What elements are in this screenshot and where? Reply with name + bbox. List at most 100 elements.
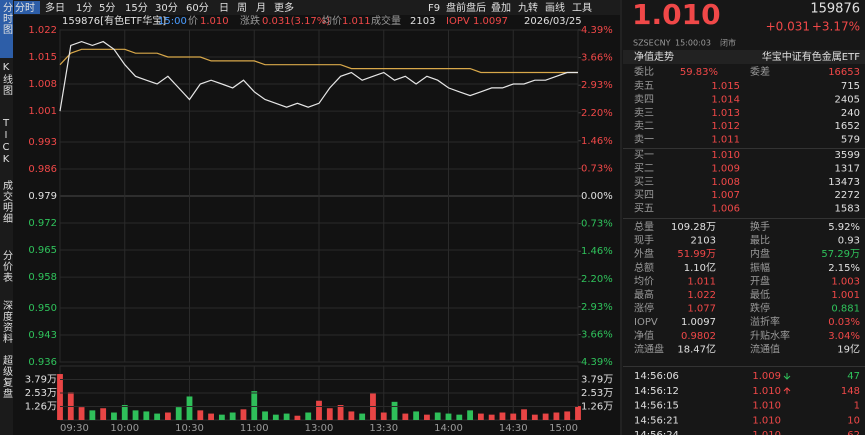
y-tick-label: 1.001 — [28, 106, 57, 117]
book-price: 1.015 — [711, 81, 740, 92]
book-label: 买四 — [634, 189, 654, 201]
tick-volume: 47 — [847, 371, 860, 382]
side-tab[interactable]: TICK — [1, 118, 12, 166]
volume-bar — [553, 412, 560, 420]
side-tab[interactable]: 分价表 — [1, 250, 13, 283]
volume-bar — [424, 414, 430, 420]
volume-bar — [488, 414, 495, 420]
stat-label: 振幅 — [750, 261, 770, 274]
side-tab[interactable]: 分时图 — [1, 2, 13, 35]
quote-meta: 闭市 — [720, 38, 736, 48]
stat-value: 2103 — [691, 236, 716, 247]
side-tab[interactable]: 深度资料 — [1, 300, 13, 344]
tool-item[interactable]: F9 — [428, 3, 440, 14]
price-line — [59, 40, 578, 112]
y-tick-label: 1.015 — [28, 52, 57, 63]
side-tab[interactable]: 成交明细 — [1, 180, 13, 224]
stat-label: 均价 — [634, 275, 654, 287]
toolbar-item[interactable]: 多日 — [45, 1, 65, 14]
volume-bar — [132, 410, 139, 420]
stat-value: 2.15% — [828, 263, 860, 274]
stat-label: 最低 — [750, 288, 770, 301]
stat-label: 换手 — [750, 220, 770, 233]
stat-label: 现手 — [634, 234, 654, 247]
y-tick-label: 0.979 — [28, 191, 57, 202]
toolbar-item[interactable]: 5分 — [99, 2, 115, 14]
volume-bar — [143, 411, 150, 420]
y-tick-label: 0.965 — [28, 245, 57, 256]
book-price: 1.012 — [711, 121, 740, 132]
volume-bar — [477, 413, 484, 420]
stat-label: 流通盘 — [634, 342, 664, 355]
y-tick-label: 0.986 — [28, 164, 57, 175]
toolbar-item[interactable]: 月 — [256, 2, 266, 14]
toolbar-item[interactable]: 周 — [237, 2, 247, 14]
y-tick-label: 0.943 — [28, 330, 57, 341]
volume-bar — [413, 411, 420, 420]
book-price: 1.011 — [711, 135, 740, 146]
book-price: 1.008 — [711, 177, 740, 188]
stat-label: 涨停 — [634, 302, 654, 315]
toolbar — [13, 0, 620, 15]
tool-item[interactable]: 盘前盘后 — [446, 1, 486, 14]
book-label: 卖一 — [634, 134, 654, 146]
volume-bar — [402, 413, 409, 420]
tool-item[interactable]: 叠加 — [491, 2, 511, 14]
chart-header-item: 15:00 — [158, 16, 187, 27]
chart-header-item: IOPV — [446, 16, 470, 27]
quote-code: 159876 — [810, 2, 860, 17]
book-label: 卖二 — [634, 120, 654, 132]
volume-bar — [283, 413, 290, 420]
y-tick-label: 1.022 — [28, 25, 57, 36]
order-ratio: 59.83% — [680, 67, 718, 78]
toolbar-item[interactable]: 15分 — [125, 2, 148, 14]
toolbar-item[interactable]: 60分 — [186, 2, 209, 14]
toolbar-item[interactable]: 分时 — [15, 2, 35, 14]
book-volume: 3599 — [835, 150, 860, 161]
quote-change: +0.031 — [766, 20, 810, 34]
toolbar-item[interactable]: 更多 — [274, 1, 294, 14]
side-tab[interactable]: K线图 — [1, 62, 13, 96]
volume-bar — [294, 415, 301, 420]
toolbar-item[interactable]: 日 — [219, 3, 229, 14]
stat-value: 5.92% — [828, 222, 860, 233]
volume-bar — [510, 413, 517, 420]
chart-header-item: 1.011 — [342, 16, 371, 27]
book-price: 1.007 — [711, 190, 740, 201]
book-label: 卖三 — [634, 107, 654, 119]
tick-volume: 62 — [847, 430, 860, 435]
y2-tick-label: 4.39% — [581, 357, 613, 368]
stat-label: 开盘 — [750, 274, 770, 287]
volume-bar — [251, 391, 258, 420]
volume-bar — [531, 414, 538, 420]
chart-header-item: 涨跌 — [240, 14, 260, 27]
y-tick-label: 0.972 — [28, 218, 57, 229]
volume-bar — [316, 400, 322, 420]
tool-item[interactable]: 九转 — [518, 1, 538, 14]
book-label: 买一 — [634, 149, 654, 161]
tick-price: 1.010 — [752, 401, 781, 412]
volume-bar — [78, 407, 85, 420]
side-tab-active — [0, 0, 13, 58]
toolbar-item[interactable]: 30分 — [155, 2, 178, 14]
y2-tick-label: 1.46% — [581, 246, 613, 257]
stat-label: 跌停 — [750, 302, 770, 315]
tool-item[interactable]: 工具 — [572, 2, 592, 14]
volume-bar — [121, 405, 128, 420]
side-tab[interactable]: 超级复盘 — [1, 354, 13, 399]
volume-bar — [337, 405, 344, 420]
tick-price: 1.009 — [752, 371, 781, 382]
volume-bar — [111, 412, 117, 420]
quote-panel — [622, 0, 865, 435]
y2-tick-label: 3.66% — [581, 329, 613, 340]
volume-tick-label: 3.79万 — [581, 374, 613, 385]
panel-tab[interactable]: 净值走势 — [634, 50, 674, 63]
tool-item[interactable]: 画线 — [545, 1, 565, 14]
volume-tick-label: 2.53万 — [25, 388, 57, 399]
volume-tick-label: 1.26万 — [25, 402, 57, 413]
y2-tick-label: 4.39% — [581, 25, 613, 36]
volume-bar — [467, 410, 473, 420]
volume-bar — [100, 408, 107, 420]
toolbar-item[interactable]: 1分 — [76, 2, 92, 14]
